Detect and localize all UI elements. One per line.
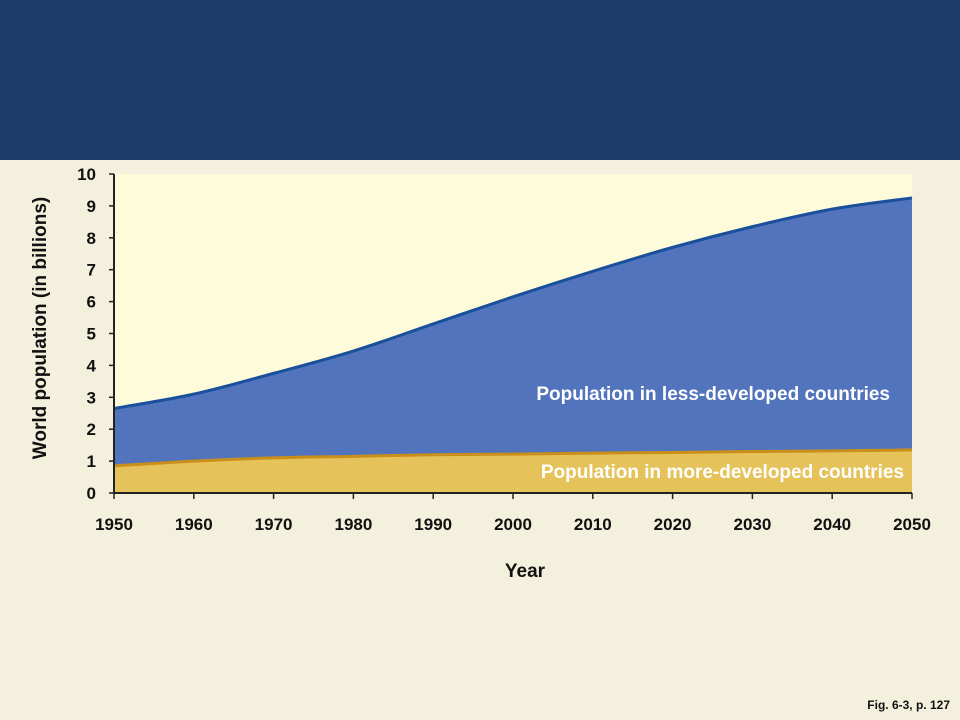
- y-tick-label: 3: [87, 388, 96, 407]
- more-developed-label: Population in more-developed countries: [541, 462, 904, 483]
- less-developed-label: Population in less-developed countries: [536, 384, 890, 405]
- x-axis-title: Year: [505, 561, 546, 582]
- y-axis-title: World population (in billions): [30, 197, 51, 459]
- y-tick-label: 5: [87, 325, 96, 344]
- x-axis-ticks: 1950 1960 1970 1980 1990 2000 2010 2020 2030 2040…: [95, 493, 931, 534]
- y-tick-label: 10: [77, 165, 96, 184]
- header-band: [0, 0, 960, 160]
- y-tick-label: 6: [87, 293, 96, 312]
- less-developed-line: [113, 196, 913, 410]
- x-tick-label: 1980: [334, 515, 372, 534]
- x-tick-label: 2020: [654, 515, 692, 534]
- y-tick-label: 7: [87, 261, 96, 280]
- more-developed-line: [113, 448, 913, 468]
- x-tick-label: 1960: [175, 515, 213, 534]
- y-axis-ticks: 0 1 2 3 4 5 6 7 8 9 10: [77, 165, 114, 503]
- x-tick-label: 1990: [414, 515, 452, 534]
- more-developed-area: [114, 449, 912, 493]
- less-developed-area: [114, 197, 912, 494]
- x-tick-label: 2050: [893, 515, 931, 534]
- y-tick-label: 0: [87, 484, 96, 503]
- y-tick-label: 1: [87, 452, 96, 471]
- x-tick-label: 1950: [95, 515, 133, 534]
- x-tick-label: 2040: [813, 515, 851, 534]
- x-tick-label: 2010: [574, 515, 612, 534]
- y-tick-label: 4: [87, 356, 97, 375]
- x-tick-label: 1970: [255, 515, 293, 534]
- y-tick-label: 2: [87, 420, 96, 439]
- figure-caption: Fig. 6-3, p. 127: [867, 698, 950, 712]
- x-tick-label: 2000: [494, 515, 532, 534]
- x-tick-label: 2030: [733, 515, 771, 534]
- y-tick-label: 8: [87, 229, 96, 248]
- y-tick-label: 9: [87, 197, 96, 216]
